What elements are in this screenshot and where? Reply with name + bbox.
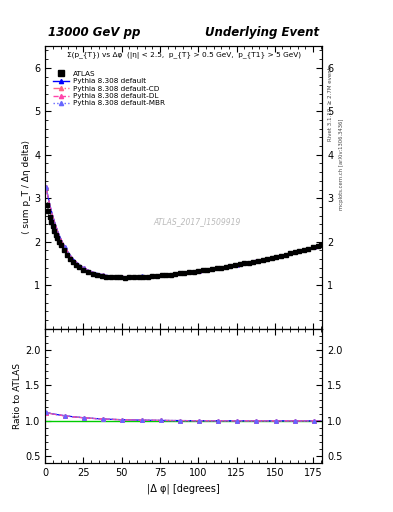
Text: mcplots.cern.ch [arXiv:1306.3436]: mcplots.cern.ch [arXiv:1306.3436] — [339, 118, 344, 209]
Legend: ATLAS, Pythia 8.308 default, Pythia 8.308 default-CD, Pythia 8.308 default-DL, P: ATLAS, Pythia 8.308 default, Pythia 8.30… — [50, 68, 167, 109]
Text: Σ(p_{T}) vs Δφ  (|η| < 2.5,  p_{T} > 0.5 GeV,  p_{T1} > 5 GeV): Σ(p_{T}) vs Δφ (|η| < 2.5, p_{T} > 0.5 G… — [67, 52, 301, 59]
X-axis label: |Δ φ| [degrees]: |Δ φ| [degrees] — [147, 484, 220, 494]
Text: Rivet 3.1.10, ≥ 2.7M events: Rivet 3.1.10, ≥ 2.7M events — [328, 64, 333, 141]
Y-axis label: ⟨ sum p_T / Δη delta⟩: ⟨ sum p_T / Δη delta⟩ — [22, 140, 31, 234]
Text: 13000 GeV pp: 13000 GeV pp — [48, 26, 140, 39]
Text: Underlying Event: Underlying Event — [206, 26, 320, 39]
Text: ATLAS_2017_I1509919: ATLAS_2017_I1509919 — [154, 217, 241, 226]
Y-axis label: Ratio to ATLAS: Ratio to ATLAS — [13, 363, 22, 429]
